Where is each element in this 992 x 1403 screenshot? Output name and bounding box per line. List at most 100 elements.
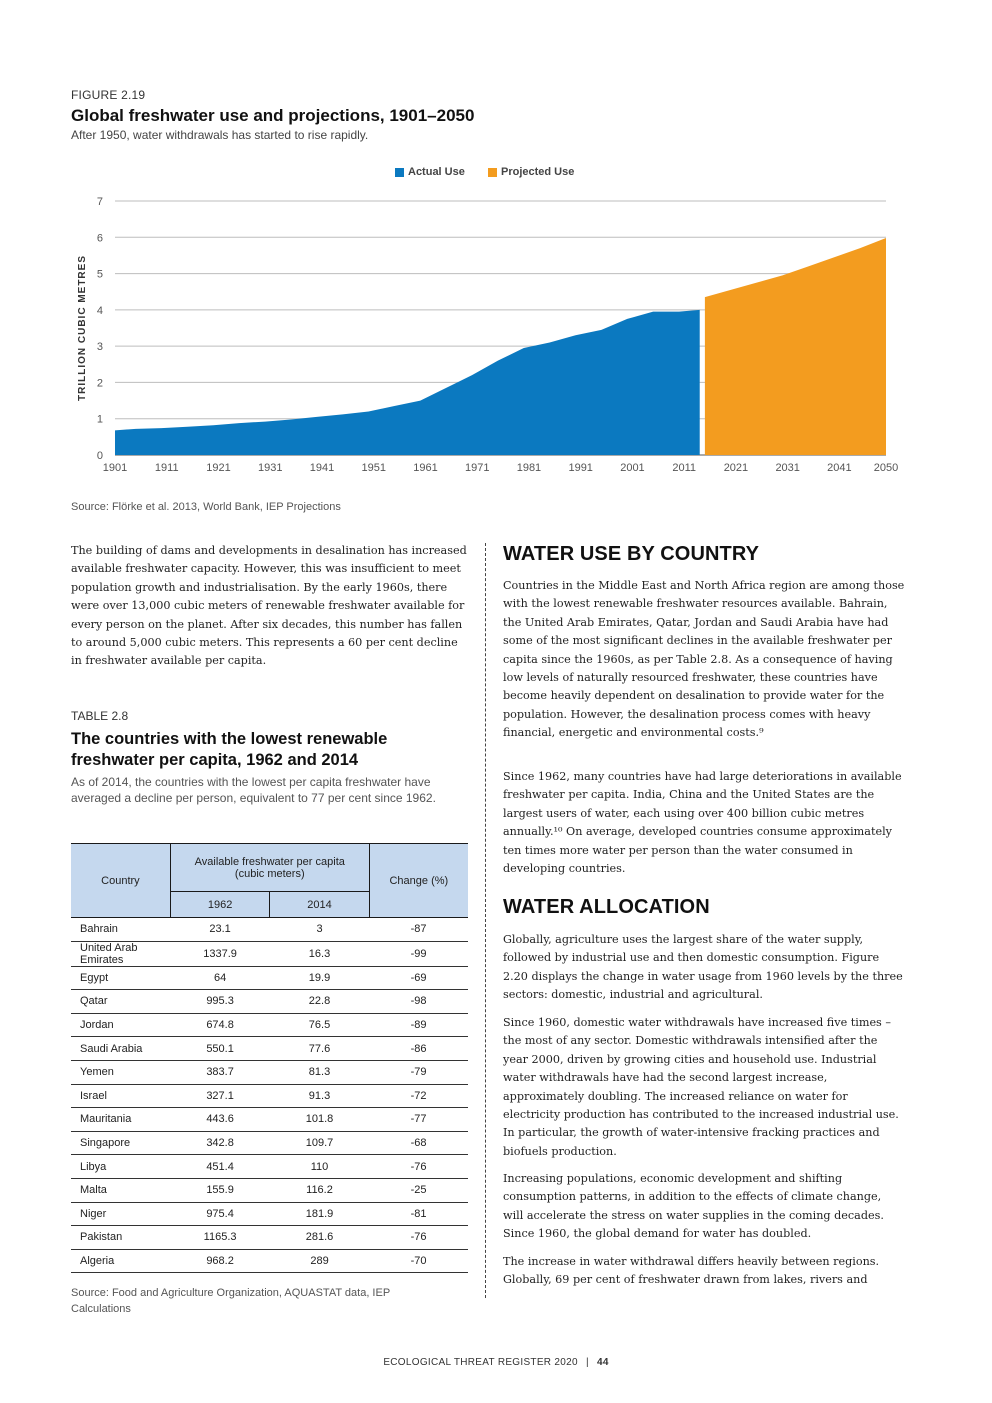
x-tick-label: 2011 [672, 462, 696, 474]
cell-country: Singapore [71, 1131, 171, 1156]
section-heading-water-use: WATER USE BY COUNTRY [503, 543, 760, 565]
cell-1962: 995.3 [170, 989, 270, 1014]
cell-2014: 116.2 [269, 1178, 370, 1203]
cell-2014: 109.7 [269, 1131, 370, 1156]
cell-2014: 91.3 [269, 1084, 370, 1109]
table-row: Qatar 995.3 22.8 -98 [71, 989, 468, 1014]
projected-use-area [704, 238, 886, 455]
x-tick-label: 1971 [465, 462, 489, 474]
cell-1962: 443.6 [170, 1107, 270, 1132]
paragraph-allocation-2: Since 1960, domestic water withdrawals h… [503, 1016, 899, 1158]
figure-subtitle: After 1950, water withdrawals has starte… [71, 128, 369, 142]
cell-change: -87 [369, 917, 468, 942]
y-tick-label: 2 [97, 377, 103, 389]
cell-2014: 77.6 [269, 1036, 370, 1061]
cell-change: -86 [369, 1036, 468, 1061]
cell-2014: 19.9 [269, 966, 370, 991]
table-body: Bahrain 23.1 3 -87 United Arab Emirates 1337.… [71, 917, 468, 1274]
cell-2014: 76.5 [269, 1013, 370, 1038]
freshwater-table: Country Available freshwater per capita … [71, 843, 468, 1274]
cell-country: United Arab Emirates [71, 941, 171, 967]
legend-label-actual: Actual Use [408, 166, 465, 178]
cell-change: -68 [369, 1131, 468, 1156]
figure-title: Global freshwater use and projections, 1… [71, 106, 475, 125]
cell-1962: 23.1 [170, 917, 270, 942]
table-row: Mauritania 443.6 101.8 -77 [71, 1107, 468, 1132]
table-title: The countries with the lowest renewable … [71, 730, 388, 769]
figure-source: Source: Flörke et al. 2013, World Bank, … [71, 501, 341, 513]
legend-label-projected: Projected Use [501, 166, 575, 178]
cell-change: -76 [369, 1225, 468, 1250]
y-tick-label: 6 [97, 232, 103, 244]
legend-swatch-projected [488, 167, 497, 177]
paragraph-allocation-4: The increase in water withdrawal differs… [503, 1255, 880, 1287]
table-row: Saudi Arabia 550.1 77.6 -86 [71, 1036, 468, 1061]
freshwater-area-chart: 0 1 2 3 4 5 6 7 1901 1911 1921 1931 1941 1951 1961 1971… [77, 196, 898, 474]
x-tick-label: 1901 [103, 462, 127, 474]
cell-change: -81 [369, 1202, 468, 1227]
cell-country: Jordan [71, 1013, 171, 1038]
footer-separator: | [585, 1357, 589, 1368]
cell-2014: 181.9 [269, 1202, 370, 1227]
header-country: Country [71, 843, 171, 918]
paragraph-water-use-1: Countries in the Middle East and North A… [503, 579, 905, 740]
header-change: Change (%) [368, 843, 468, 918]
table-row: Niger 975.4 181.9 -81 [71, 1202, 468, 1227]
y-tick-label: 5 [97, 269, 103, 281]
table-row: Algeria 968.2 289 -70 [71, 1249, 468, 1274]
x-tick-label: 1931 [258, 462, 282, 474]
x-tick-label: 1951 [361, 462, 385, 474]
x-tick-label: 2001 [620, 462, 644, 474]
table-row: Pakistan 1165.3 281.6 -76 [71, 1225, 468, 1250]
heading-water-use: WATER USE BY COUNTRY [503, 543, 905, 566]
x-tick-label: 2031 [775, 462, 799, 474]
left-column: The building of dams and developments in… [71, 542, 467, 671]
cell-country: Yemen [71, 1060, 171, 1085]
cell-1962: 975.4 [170, 1202, 270, 1227]
section-heading-water-allocation: WATER ALLOCATION [503, 896, 710, 918]
legend-item-projected: Projected Use [488, 166, 574, 178]
cell-change: -25 [369, 1178, 468, 1203]
cell-1962: 968.2 [170, 1249, 270, 1274]
y-axis-label: TRILLION CUBIC METRES [77, 255, 88, 401]
table-source: Source: Food and Agriculture Organizatio… [71, 1287, 390, 1315]
cell-1962: 383.7 [170, 1060, 270, 1085]
paragraph-water-use-2: Since 1962, many countries have had larg… [503, 770, 902, 876]
cell-1962: 674.8 [170, 1013, 270, 1038]
cell-country: Bahrain [71, 917, 171, 942]
table-row: Jordan 674.8 76.5 -89 [71, 1013, 468, 1038]
x-tick-label: 2021 [724, 462, 748, 474]
table-label: TABLE 2.8 [71, 709, 129, 723]
cell-2014: 22.8 [269, 989, 370, 1014]
actual-use-area [115, 309, 700, 455]
cell-change: -76 [369, 1154, 468, 1179]
header-1962: 1962 [169, 891, 271, 918]
cell-2014: 110 [269, 1154, 370, 1179]
cell-change: -99 [369, 941, 468, 967]
cell-1962: 550.1 [170, 1036, 270, 1061]
cell-country: Egypt [71, 966, 171, 991]
table-row: Bahrain 23.1 3 -87 [71, 917, 468, 942]
table-row: Israel 327.1 91.3 -72 [71, 1084, 468, 1109]
table-row: United Arab Emirates 1337.9 16.3 -99 [71, 941, 468, 967]
cell-2014: 3 [269, 917, 370, 942]
cell-1962: 155.9 [170, 1178, 270, 1203]
figure-label: FIGURE 2.19 [71, 88, 146, 102]
cell-change: -79 [369, 1060, 468, 1085]
cell-1962: 64 [170, 966, 270, 991]
left-paragraph: The building of dams and developments in… [71, 544, 467, 668]
x-tick-label: 1911 [155, 462, 179, 474]
y-tick-label: 0 [97, 450, 103, 462]
x-tick-label: 2050 [874, 462, 898, 474]
table-subtitle: As of 2014, the countries with the lowes… [71, 775, 436, 805]
paragraph-allocation-1: Globally, agriculture uses the largest s… [503, 933, 903, 1002]
x-tick-label: 2041 [827, 462, 851, 474]
cell-1962: 1165.3 [170, 1225, 270, 1250]
cell-2014: 16.3 [269, 941, 370, 967]
cell-2014: 289 [269, 1249, 370, 1274]
x-tick-label: 1991 [568, 462, 592, 474]
paragraph-allocation-3: Increasing populations, economic develop… [503, 1172, 884, 1241]
table-row: Yemen 383.7 81.3 -79 [71, 1060, 468, 1085]
cell-1962: 327.1 [170, 1084, 270, 1109]
cell-change: -98 [369, 989, 468, 1014]
